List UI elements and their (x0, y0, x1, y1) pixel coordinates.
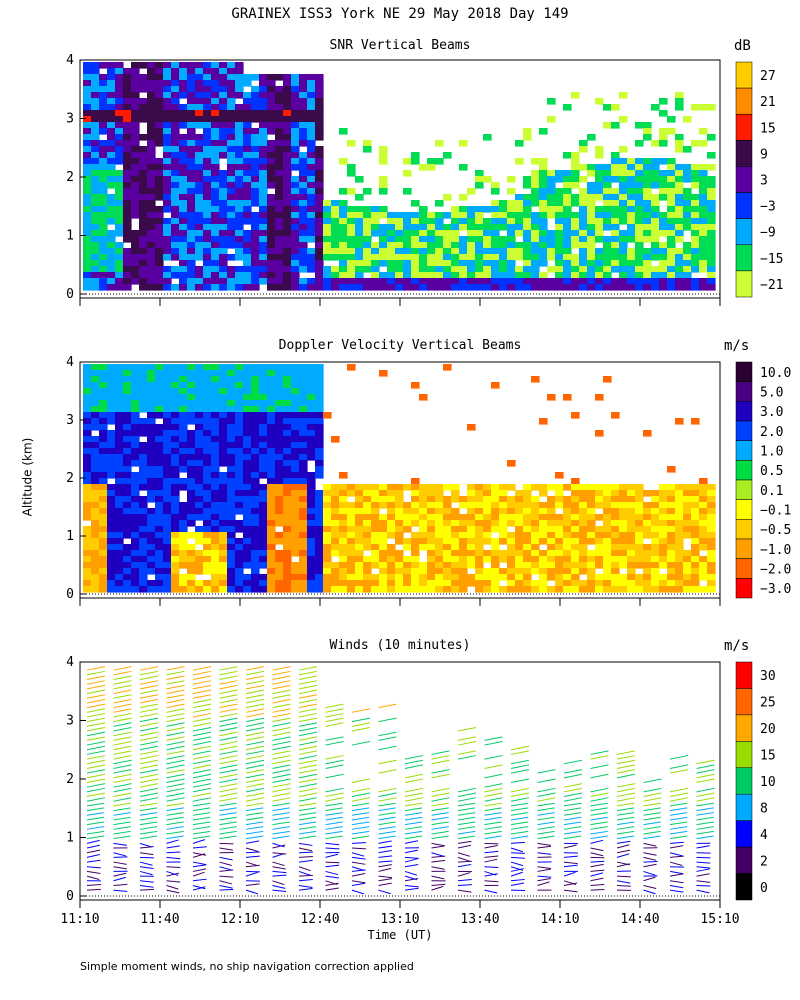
colorbar-0-swatch-4 (735, 166, 753, 193)
colorbar-2-label-5: 8 (760, 801, 768, 816)
colorbar-1-swatch-1 (735, 381, 753, 402)
colorbar-2-label-2: 20 (760, 722, 776, 737)
colorbar-1-label-0: 10.0 (760, 366, 791, 381)
panel-0-ytick-label-1: 1 (66, 229, 74, 244)
velocity-colorbar-unit: m/s (724, 338, 750, 354)
colorbar-1-label-7: −0.1 (760, 504, 791, 519)
colorbar-0-label-4: 3 (760, 174, 768, 189)
panel-2-ytick-label-2: 2 (66, 772, 74, 787)
colorbar-2-swatch-8 (735, 873, 753, 901)
xtick-label-3: 12:40 (300, 912, 339, 927)
panel-0-ytick-label-0: 0 (66, 287, 74, 302)
colorbar-2-swatch-0 (735, 661, 753, 689)
colorbar-0-swatch-2 (735, 113, 753, 141)
colorbar-1-label-9: −1.0 (760, 543, 791, 558)
colorbar-0-swatch-1 (735, 87, 753, 115)
footnote: Simple moment winds, no ship navigation … (80, 960, 414, 973)
colorbar-2-swatch-6 (735, 820, 753, 848)
xtick-label-8: 15:10 (700, 912, 739, 927)
colorbar-2-label-7: 2 (760, 854, 768, 869)
colorbar-2-swatch-4 (735, 767, 753, 795)
colorbar-0-label-2: 15 (760, 121, 776, 136)
colorbar-1-swatch-10 (735, 558, 753, 579)
xtick-label-4: 13:10 (380, 912, 419, 927)
colorbar-0-label-5: −3 (760, 200, 776, 215)
panel-1-ytick-label-0: 0 (66, 587, 74, 602)
panel-0-ytick-label-2: 2 (66, 170, 74, 185)
colorbar-2-label-8: 0 (760, 881, 768, 896)
colorbar-2-label-6: 4 (760, 828, 768, 843)
wind-barbs (86, 666, 715, 895)
colorbar-1-swatch-11 (735, 578, 753, 599)
panel-1-ytick-label-3: 3 (66, 413, 74, 428)
colorbar-0-label-7: −15 (760, 252, 783, 267)
xtick-label-5: 13:40 (460, 912, 499, 927)
colorbar-1-label-3: 2.0 (760, 425, 783, 440)
colorbar-1-label-11: −3.0 (760, 582, 791, 597)
winds-colorbar-unit: m/s (724, 638, 750, 654)
colorbar-1-swatch-4 (735, 440, 753, 461)
panel-1-ytick-label-2: 2 (66, 471, 74, 486)
colorbar-1-label-2: 3.0 (760, 405, 783, 420)
colorbar-1-swatch-5 (735, 460, 753, 481)
colorbar-0-label-3: 9 (760, 147, 768, 162)
velocity-field (83, 364, 716, 593)
colorbar-1-label-1: 5.0 (760, 386, 783, 401)
colorbar-0-label-6: −9 (760, 226, 776, 241)
colorbar-0-swatch-3 (735, 140, 753, 167)
panel-2-ytick-label-3: 3 (66, 714, 74, 729)
xtick-label-1: 11:40 (140, 912, 179, 927)
colorbar-2-swatch-5 (735, 793, 753, 821)
colorbar-2-swatch-3 (735, 741, 753, 769)
colorbar-0-label-8: −21 (760, 278, 783, 293)
panel-1-ytick-label-4: 4 (66, 355, 74, 370)
panel-2-ytick-label-4: 4 (66, 655, 74, 670)
panel-0-ytick-label-3: 3 (66, 112, 74, 127)
colorbar-0-label-0: 27 (760, 69, 776, 84)
panel-1-ytick-label-1: 1 (66, 529, 74, 544)
colorbar-1-label-8: −0.5 (760, 523, 791, 538)
panel-0-ytick-label-4: 4 (66, 53, 74, 68)
snr-panel-title: SNR Vertical Beams (329, 38, 471, 53)
colorbar-1-swatch-8 (735, 519, 753, 540)
xtick-label-0: 11:10 (60, 912, 99, 927)
colorbar-1-swatch-9 (735, 538, 753, 559)
colorbar-1-swatch-6 (735, 479, 753, 500)
colorbar-2-label-3: 15 (760, 749, 776, 764)
colorbar-0-label-1: 21 (760, 95, 776, 110)
colorbar-1-swatch-3 (735, 420, 753, 441)
colorbar-1-swatch-2 (735, 401, 753, 422)
x-axis-label: Time (UT) (367, 928, 433, 942)
xtick-label-2: 12:10 (220, 912, 259, 927)
colorbar-2-label-0: 30 (760, 669, 776, 684)
colorbar-0-swatch-8 (735, 270, 753, 298)
colorbar-1-swatch-7 (735, 499, 753, 520)
winds-panel-title: Winds (10 minutes) (329, 638, 471, 653)
xtick-label-7: 14:40 (620, 912, 659, 927)
colorbar-0-swatch-5 (735, 192, 753, 219)
colorbar-2-swatch-2 (735, 714, 753, 742)
colorbar-2-swatch-7 (735, 846, 753, 874)
colorbar-1-swatch-0 (735, 361, 753, 382)
snr-colorbar-unit: dB (734, 38, 751, 54)
colorbar-1-label-6: 0.1 (760, 484, 783, 499)
velocity-panel-title: Doppler Velocity Vertical Beams (278, 338, 522, 353)
snr-field (83, 62, 716, 291)
page-title: GRAINEX ISS3 York NE 29 May 2018 Day 149 (231, 6, 569, 22)
colorbar-0-swatch-0 (735, 61, 753, 89)
colorbar-2-label-4: 10 (760, 775, 776, 790)
colorbar-1-label-4: 1.0 (760, 445, 783, 460)
colorbar-0-swatch-7 (735, 244, 753, 272)
colorbar-0-swatch-6 (735, 218, 753, 246)
xtick-label-6: 14:10 (540, 912, 579, 927)
colorbar-1-label-10: −2.0 (760, 563, 791, 578)
colorbar-2-label-1: 25 (760, 696, 776, 711)
colorbar-2-swatch-1 (735, 688, 753, 716)
colorbar-1-label-5: 0.5 (760, 464, 783, 479)
panel-2-ytick-label-0: 0 (66, 889, 74, 904)
panel-2-ytick-label-1: 1 (66, 831, 74, 846)
